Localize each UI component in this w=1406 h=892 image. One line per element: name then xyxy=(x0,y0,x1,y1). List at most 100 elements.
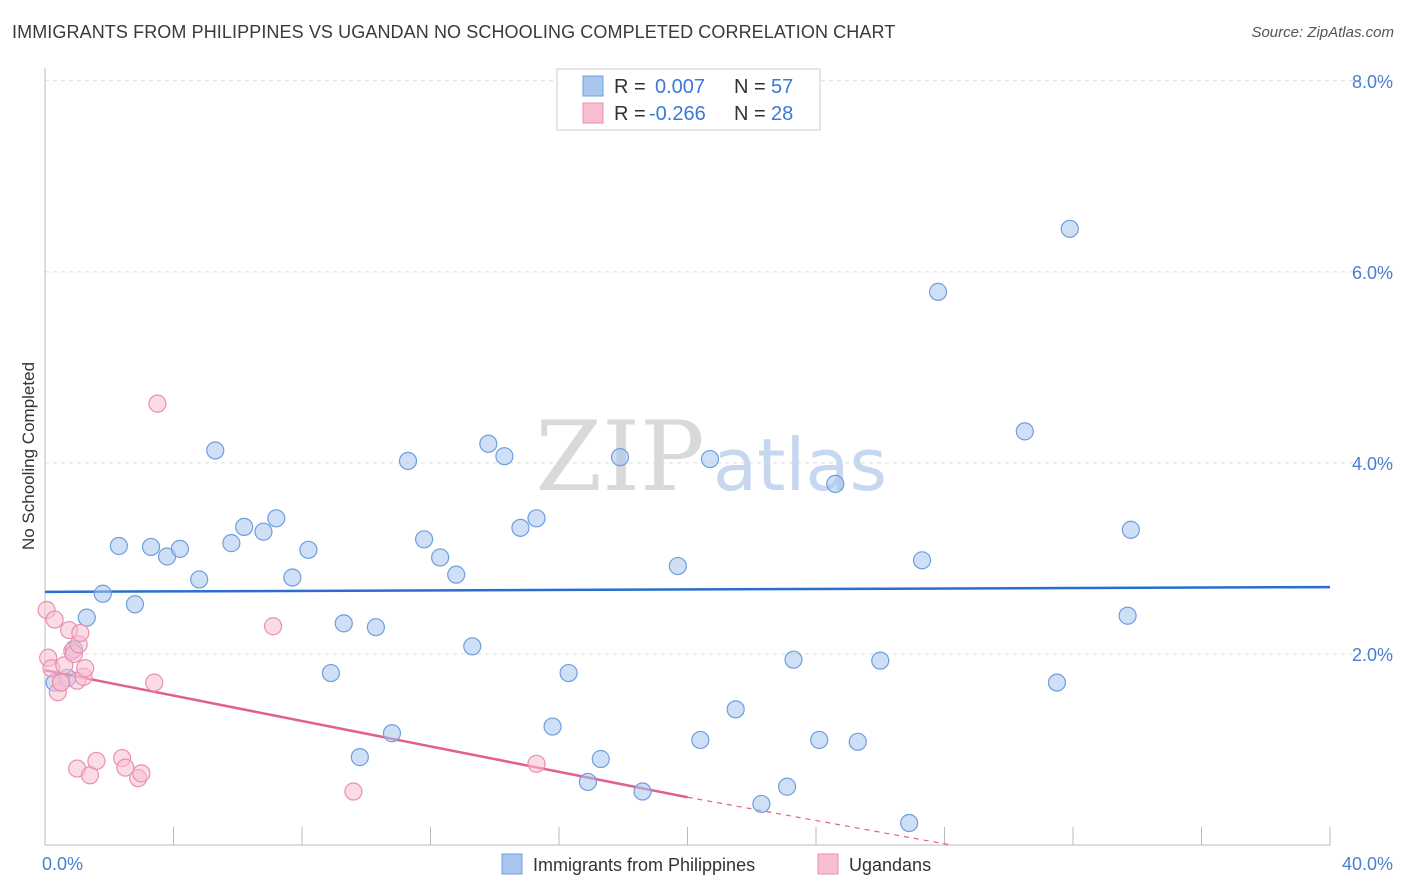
point-philippines xyxy=(431,548,450,567)
x-tick-label: 40.0% xyxy=(1342,854,1393,874)
point-philippines xyxy=(1121,520,1140,539)
chart-title: IMMIGRANTS FROM PHILIPPINES VS UGANDAN N… xyxy=(12,22,896,42)
point-philippines xyxy=(1047,673,1067,692)
series-legend: Immigrants from Philippines Ugandans xyxy=(501,853,931,875)
point-philippines xyxy=(1015,422,1034,441)
point-philippines xyxy=(235,517,254,536)
point-ugandans xyxy=(132,764,151,783)
point-philippines xyxy=(591,749,610,769)
point-philippines xyxy=(170,539,190,558)
point-philippines xyxy=(543,717,562,736)
legend-swatch-philippines xyxy=(501,853,523,875)
stats-n-value-1: 57 xyxy=(771,76,793,98)
y-tick-label: 6.0% xyxy=(1352,263,1393,283)
point-philippines xyxy=(382,724,402,743)
point-philippines xyxy=(267,509,286,528)
stats-n-value-2: 28 xyxy=(771,103,793,125)
trend-line-philippines xyxy=(44,585,1331,594)
point-philippines xyxy=(1060,219,1079,238)
stats-legend: R = 0.007 N = 57 R = -0.266 N = 28 xyxy=(556,68,821,131)
point-philippines xyxy=(633,782,652,801)
point-philippines xyxy=(527,509,546,528)
point-philippines xyxy=(190,570,209,589)
point-philippines xyxy=(559,663,578,683)
point-philippines xyxy=(726,700,745,719)
point-philippines xyxy=(752,794,771,814)
point-ugandans xyxy=(116,758,135,777)
legend-label-philippines: Immigrants from Philippines xyxy=(533,855,755,875)
scatter-points xyxy=(37,219,1140,833)
stats-r-value-1: 0.007 xyxy=(655,76,705,98)
legend-label-ugandans: Ugandans xyxy=(849,855,931,875)
point-philippines xyxy=(495,447,514,466)
point-philippines xyxy=(141,537,161,557)
stats-r-label-1: R = xyxy=(614,76,646,98)
point-philippines xyxy=(848,732,867,751)
y-tick-label: 4.0% xyxy=(1352,454,1393,474)
watermark: ZIP atlas xyxy=(535,401,887,513)
point-philippines xyxy=(810,730,829,750)
point-philippines xyxy=(206,441,225,460)
point-philippines xyxy=(93,584,112,603)
x-ticks xyxy=(44,827,1331,845)
chart-source: Source: ZipAtlas.com xyxy=(1251,24,1394,41)
x-tick-labels: 0.0% 40.0% xyxy=(42,854,1393,874)
point-philippines xyxy=(321,663,341,683)
point-ugandans xyxy=(148,394,167,413)
stats-r-label-2: R = xyxy=(614,103,646,125)
y-axis-label: No Schooling Completed xyxy=(19,362,38,550)
point-philippines xyxy=(610,448,630,467)
point-ugandans xyxy=(45,610,64,629)
trend-line-ugandans-extrapolated xyxy=(687,796,952,846)
point-ugandans xyxy=(344,782,363,801)
point-philippines xyxy=(900,813,919,833)
point-philippines xyxy=(350,748,369,767)
stats-swatch-philippines xyxy=(582,75,604,97)
point-philippines xyxy=(283,568,302,587)
gridlines xyxy=(45,80,1395,655)
stats-n-label-1: N = xyxy=(734,76,766,98)
point-philippines xyxy=(414,530,434,549)
stats-n-label-2: N = xyxy=(734,103,766,125)
x-tick-label: 0.0% xyxy=(42,854,83,874)
stats-swatch-ugandans xyxy=(582,102,604,124)
point-philippines xyxy=(1118,606,1137,625)
y-tick-label: 2.0% xyxy=(1352,645,1393,665)
point-philippines xyxy=(109,536,128,556)
point-philippines xyxy=(912,551,932,570)
point-philippines xyxy=(77,608,96,627)
point-philippines xyxy=(398,451,418,471)
point-philippines xyxy=(700,449,720,469)
point-philippines xyxy=(222,534,241,553)
watermark-atlas: atlas xyxy=(713,423,887,507)
point-philippines xyxy=(447,565,466,584)
point-ugandans xyxy=(263,617,283,636)
point-philippines xyxy=(928,282,948,301)
point-philippines xyxy=(777,777,797,796)
point-philippines xyxy=(463,637,482,656)
y-tick-labels: 2.0% 4.0% 6.0% 8.0% xyxy=(1352,72,1393,665)
y-tick-label: 8.0% xyxy=(1352,72,1393,92)
point-ugandans xyxy=(527,754,546,773)
point-philippines xyxy=(668,556,687,576)
point-ugandans xyxy=(76,659,95,678)
point-philippines xyxy=(366,618,385,637)
point-philippines xyxy=(299,540,318,559)
point-philippines xyxy=(871,651,890,670)
point-philippines xyxy=(479,434,498,453)
point-philippines xyxy=(578,772,598,792)
point-philippines xyxy=(334,614,353,633)
point-philippines xyxy=(826,474,845,493)
point-philippines xyxy=(784,650,803,669)
legend-swatch-ugandans xyxy=(817,853,839,875)
point-ugandans xyxy=(71,623,90,643)
stats-r-value-2: -0.266 xyxy=(649,103,706,125)
trend-lines xyxy=(44,585,1331,846)
point-philippines xyxy=(125,595,145,614)
point-ugandans xyxy=(145,673,164,692)
point-philippines xyxy=(254,522,273,541)
point-philippines xyxy=(691,730,710,750)
point-ugandans xyxy=(87,751,106,771)
point-philippines xyxy=(511,518,530,537)
